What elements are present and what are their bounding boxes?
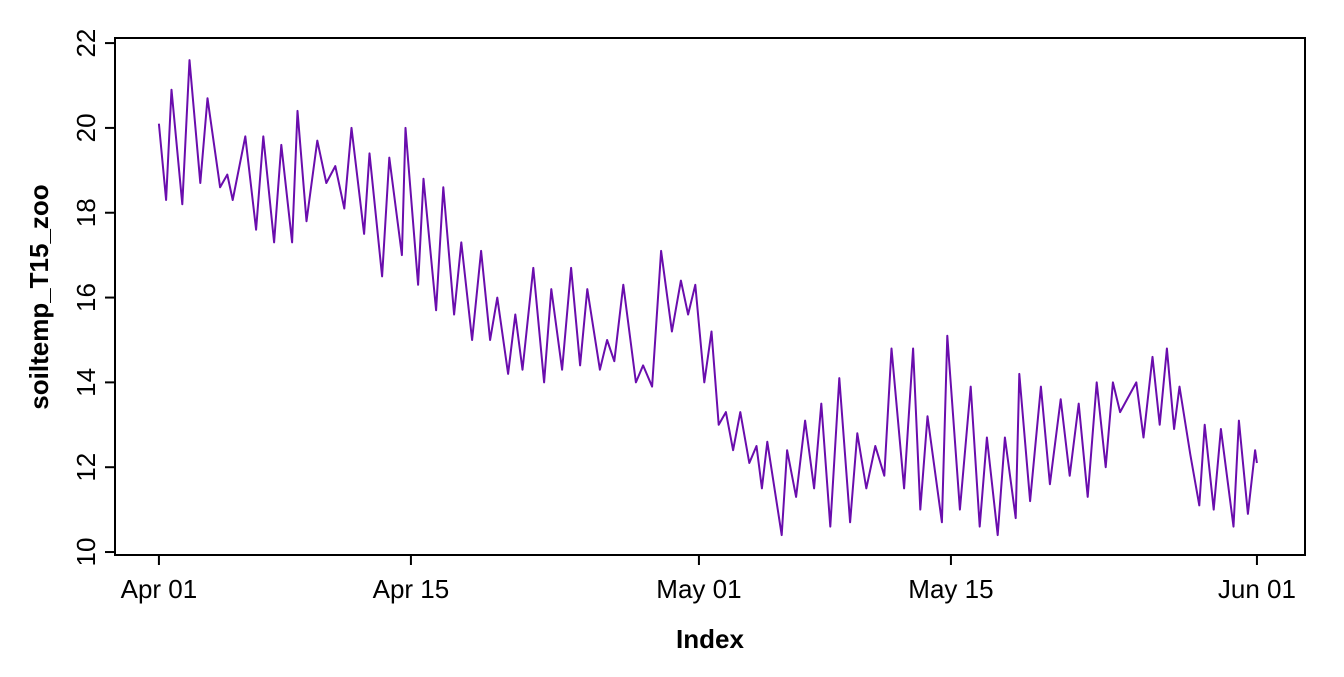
y-tick-label: 14	[71, 368, 101, 397]
y-tick-label: 18	[71, 198, 101, 227]
x-tick-label: May 01	[656, 574, 741, 604]
plot-box	[114, 37, 1306, 556]
x-axis-label: Index	[676, 624, 744, 654]
y-axis-label: soiltemp_T15_zoo	[24, 184, 54, 409]
y-tick-label: 22	[71, 29, 101, 58]
data-line	[157, 59, 1258, 537]
x-tick-label: Apr 15	[373, 574, 450, 604]
y-tick-label: 16	[71, 283, 101, 312]
y-tick-label: 20	[71, 113, 101, 142]
x-tick-label: May 15	[908, 574, 993, 604]
x-tick-label: Apr 01	[121, 574, 198, 604]
y-tick-label: 10	[71, 538, 101, 567]
x-tick-label: Jun 01	[1218, 574, 1296, 604]
y-tick-label: 12	[71, 453, 101, 482]
